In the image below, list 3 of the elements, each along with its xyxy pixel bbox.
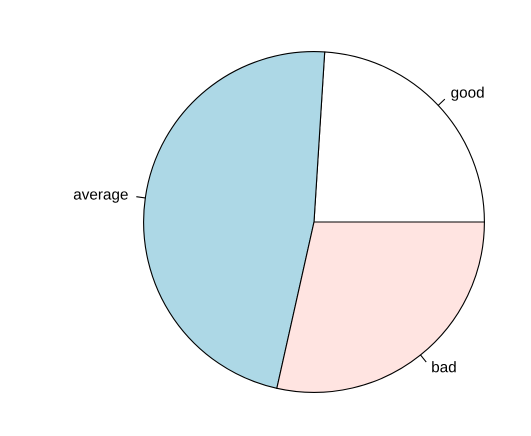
- slice-label: bad: [432, 361, 456, 372]
- slice-label: good: [451, 86, 484, 101]
- slice-label: average: [74, 191, 128, 203]
